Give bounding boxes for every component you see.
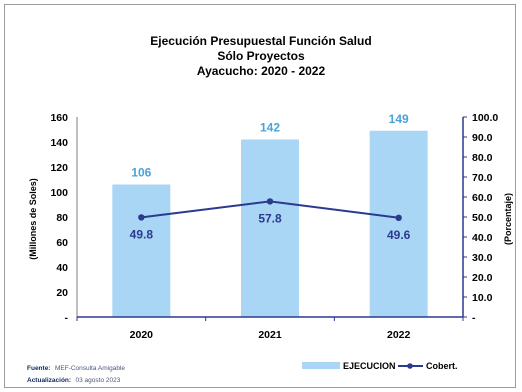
y2-tick-label: 20.0	[472, 272, 493, 284]
coverage-point-2020	[138, 214, 145, 221]
coverage-value-label: 49.6	[387, 228, 411, 242]
source-note-label: Fuente:	[27, 365, 50, 372]
source-note-text: MEF-Consulta Amigable	[55, 365, 125, 372]
y-tick-label: 140	[50, 137, 68, 149]
y2-tick-label: -	[472, 312, 476, 324]
y2-axis-ticks: - 10.0 20.0 30.0 40.0 50.0 60.0 70.0 80.0 90.0 100…	[463, 112, 498, 324]
y2-axis-title: (Porcentaje)	[503, 193, 513, 245]
bar-value-label: 149	[389, 112, 409, 126]
coverage-value-label: 49.8	[130, 227, 154, 241]
source-note: Fuente: MEF-Consulta Amigable	[27, 357, 125, 374]
y-tick-label: -	[65, 312, 69, 324]
coverage-value-label: 57.8	[258, 211, 282, 225]
legend-swatch-cobert-marker	[407, 363, 413, 369]
update-note: Actualización: 03 agosto 2023	[27, 369, 121, 386]
update-note-label: Actualización:	[27, 377, 71, 384]
bar-2022	[369, 130, 428, 317]
legend: EJECUCION Cobert.	[302, 361, 458, 371]
y-tick-label: 60	[56, 237, 68, 249]
y2-tick-label: 60.0	[472, 192, 493, 204]
y2-tick-label: 100.0	[472, 112, 498, 124]
y-tick-label: 160	[50, 112, 68, 124]
y2-tick-label: 90.0	[472, 132, 493, 144]
y-axis-ticks: - 20 40 60 80 100 120 140 160	[50, 112, 68, 324]
chart-title-line-1: Ejecución Presupuestal Función Salud	[150, 34, 371, 48]
y-tick-label: 100	[50, 187, 68, 199]
bar-2021	[241, 139, 299, 317]
chart-title-line-3: Ayacucho: 2020 - 2022	[197, 64, 326, 78]
chart-title-line-2: Sólo Proyectos	[217, 49, 305, 63]
y-axis-title: (Millones de Soles)	[28, 178, 38, 260]
y2-tick-label: 10.0	[472, 292, 493, 304]
y-tick-label: 40	[56, 262, 68, 274]
y-tick-label: 80	[56, 212, 68, 224]
axes	[76, 117, 464, 318]
legend-swatch-ejecucion	[302, 362, 340, 369]
bar-value-label: 142	[260, 121, 280, 135]
x-tick-label: 2020	[130, 329, 154, 341]
y2-tick-label: 40.0	[472, 232, 493, 244]
y2-tick-label: 80.0	[472, 152, 493, 164]
x-tick-label: 2022	[387, 329, 411, 341]
chart-frame: Ejecución Presupuestal Función Salud Sól…	[4, 4, 516, 388]
bars	[112, 130, 428, 317]
y2-tick-label: 50.0	[472, 212, 493, 224]
y-tick-label: 20	[56, 287, 68, 299]
bar-value-label: 106	[131, 166, 151, 180]
data-labels: 106 142 149 49.8 57.8 49.6	[130, 112, 411, 242]
x-tick-label: 2021	[258, 329, 282, 341]
chart-svg: Ejecución Presupuestal Función Salud Sól…	[27, 34, 513, 386]
coverage-line	[138, 198, 402, 221]
update-note-text: 03 agosto 2023	[76, 377, 121, 384]
y2-tick-label: 30.0	[472, 252, 493, 264]
coverage-point-2022	[395, 214, 402, 221]
y2-tick-label: 70.0	[472, 172, 493, 184]
x-axis-ticks: 2020 2021 2022	[76, 317, 464, 341]
legend-label-ejecucion: EJECUCION	[343, 361, 396, 371]
bar-2020	[112, 184, 171, 317]
y-tick-label: 120	[50, 162, 68, 174]
legend-label-cobert: Cobert.	[426, 361, 458, 371]
coverage-point-2021	[266, 198, 274, 205]
